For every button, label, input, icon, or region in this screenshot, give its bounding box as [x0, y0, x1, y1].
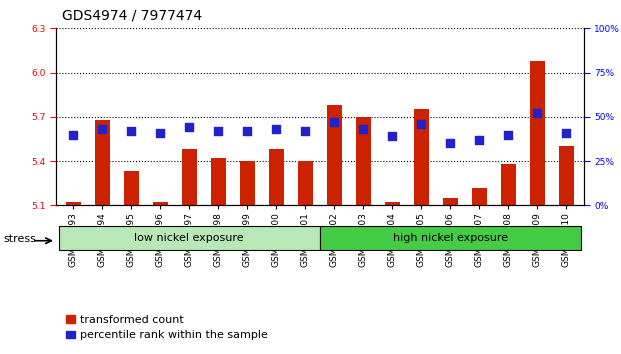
Point: [474, 137, 484, 143]
Point: [184, 125, 194, 130]
Bar: [472, 188, 487, 205]
Bar: [530, 61, 545, 205]
Bar: [501, 164, 515, 205]
Point: [155, 130, 165, 136]
Bar: [269, 149, 284, 205]
Bar: [327, 105, 342, 205]
Text: low nickel exposure: low nickel exposure: [135, 233, 244, 243]
Point: [532, 110, 542, 116]
Bar: [414, 109, 428, 205]
Bar: [443, 198, 458, 205]
Bar: [320, 226, 581, 250]
Point: [504, 132, 514, 137]
Point: [301, 128, 310, 134]
Point: [68, 132, 78, 137]
Bar: [153, 202, 168, 205]
Point: [242, 128, 252, 134]
Bar: [59, 226, 320, 250]
Bar: [298, 161, 312, 205]
Bar: [385, 202, 399, 205]
Bar: [182, 149, 197, 205]
Point: [329, 119, 339, 125]
Point: [271, 126, 281, 132]
Bar: [356, 117, 371, 205]
Text: GDS4974 / 7977474: GDS4974 / 7977474: [62, 9, 202, 23]
Text: stress: stress: [3, 234, 36, 244]
Bar: [559, 146, 574, 205]
Bar: [240, 161, 255, 205]
Point: [97, 126, 107, 132]
Bar: [124, 171, 138, 205]
Legend: transformed count, percentile rank within the sample: transformed count, percentile rank withi…: [61, 310, 273, 345]
Bar: [95, 120, 109, 205]
Text: high nickel exposure: high nickel exposure: [392, 233, 508, 243]
Point: [445, 141, 455, 146]
Point: [561, 130, 571, 136]
Point: [416, 121, 426, 127]
Bar: [66, 202, 81, 205]
Point: [214, 128, 224, 134]
Point: [358, 126, 368, 132]
Bar: [211, 158, 225, 205]
Point: [388, 133, 397, 139]
Point: [126, 128, 136, 134]
